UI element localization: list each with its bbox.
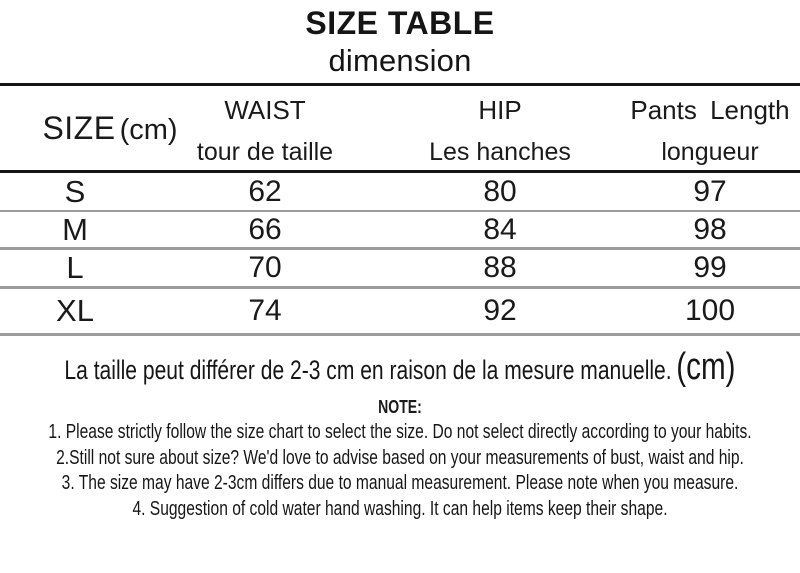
table-row: M 66 84 98 xyxy=(0,212,800,250)
notes-section: La taille peut différer de 2-3 cm en rai… xyxy=(0,346,800,522)
hip-header-fr: Les hanches xyxy=(429,138,571,166)
waist-value: 74 xyxy=(248,294,282,327)
measurement-note-text: La taille peut différer de 2-3 cm en rai… xyxy=(64,355,672,385)
length-value: 98 xyxy=(693,213,727,246)
waist-column-header: WAIST tour de taille xyxy=(150,86,380,169)
hip-value: 84 xyxy=(483,213,517,246)
table-row: S 62 80 97 xyxy=(0,173,800,212)
note-item-4: 4. Suggestion of cold water hand washing… xyxy=(132,497,668,520)
table-row: L 70 88 99 xyxy=(0,250,800,289)
hip-column-header: HIP Les hanches xyxy=(380,86,620,169)
measurement-note-unit: (cm) xyxy=(676,346,736,388)
waist-value: 62 xyxy=(248,174,282,208)
page-subtitle: dimension xyxy=(328,43,472,78)
hip-value: 88 xyxy=(483,251,517,284)
waist-header-en: WAIST xyxy=(224,95,306,125)
page-title: SIZE TABLE xyxy=(305,5,495,41)
length-value: 99 xyxy=(693,251,727,284)
note-item-2: 2.Still not sure about size? We'd love t… xyxy=(56,446,744,469)
waist-value: 70 xyxy=(248,251,282,284)
note-list: 1. Please strictly follow the size chart… xyxy=(0,420,800,522)
size-header-unit: (cm) xyxy=(119,114,178,146)
hip-value: 92 xyxy=(483,294,517,327)
hip-header-en: HIP xyxy=(478,95,522,125)
table-row: XL 74 92 100 xyxy=(0,289,800,336)
length-header-en: Pants Length xyxy=(630,95,790,125)
size-value: M xyxy=(62,212,88,247)
size-value: XL xyxy=(56,293,94,328)
note-item-3: 3. The size may have 2-3cm differs due t… xyxy=(61,472,739,494)
size-value: S xyxy=(64,173,86,209)
length-header-fr: longueur xyxy=(661,138,759,166)
size-value: L xyxy=(66,250,84,285)
waist-header-fr: tour de taille xyxy=(196,138,334,166)
size-table: SIZE (cm) WAIST tour de taille HIP Les ha… xyxy=(0,83,800,336)
note-item-1: 1. Please strictly follow the size chart… xyxy=(48,421,752,443)
measurement-note: La taille peut différer de 2-3 cm en rai… xyxy=(0,346,800,391)
waist-value: 66 xyxy=(248,213,282,246)
length-column-header: Pants Length longueur xyxy=(620,86,800,169)
length-value: 100 xyxy=(684,294,736,327)
length-value: 97 xyxy=(693,174,727,208)
size-header-label: SIZE xyxy=(42,110,116,146)
hip-value: 80 xyxy=(483,174,517,208)
title-block: SIZE TABLE dimension xyxy=(0,0,800,79)
size-column-header: SIZE (cm) xyxy=(35,86,185,177)
table-header-row: SIZE (cm) WAIST tour de taille HIP Les ha… xyxy=(0,86,800,173)
note-heading: NOTE: xyxy=(378,397,422,417)
